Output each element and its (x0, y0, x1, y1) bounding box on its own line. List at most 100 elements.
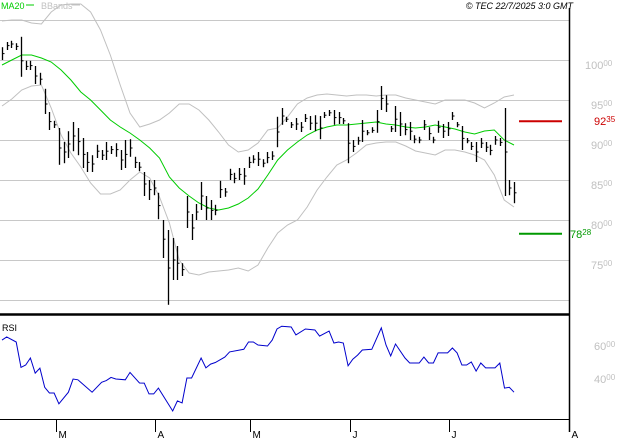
price-bar (428, 127, 432, 140)
price-bar (181, 263, 185, 276)
price-bar (418, 136, 422, 144)
price-bar (129, 139, 133, 157)
price-bar (6, 42, 10, 50)
price-bar (91, 155, 95, 172)
price-tick-label: 7500 (591, 259, 613, 272)
price-bar (191, 214, 195, 240)
price-bar (342, 118, 346, 124)
rsi-tick-label: 4000 (594, 373, 616, 386)
price-bar (451, 112, 455, 120)
price-bar (200, 182, 204, 210)
ma20-line (1, 54, 515, 211)
price-bar (357, 136, 361, 145)
price-bar (385, 95, 389, 112)
level-label: 7828 (570, 228, 592, 241)
price-bar (442, 124, 446, 138)
price-bar (266, 152, 270, 164)
price-bar (72, 122, 76, 152)
price-bar (271, 151, 275, 160)
price-bar (162, 220, 166, 258)
price-tick-label: 9500 (591, 99, 613, 112)
price-bar (195, 204, 199, 220)
price-bar (48, 112, 52, 130)
price-bar (371, 127, 375, 133)
price-bar (347, 123, 351, 164)
price-bar (413, 135, 417, 144)
bollinger-bands (1, 3, 515, 276)
price-bar (323, 112, 327, 118)
price-bar (186, 196, 190, 228)
rsi-panel: 6000 4000 (1, 325, 616, 413)
price-bar (58, 128, 62, 165)
price-bar (224, 188, 228, 197)
price-bar (229, 168, 233, 180)
price-bar (120, 150, 124, 170)
rsi-tick-label: 6000 (594, 340, 616, 353)
price-bar (361, 120, 365, 142)
price-axis-labels: 10000 9500 9000 8500 8000 7500 (585, 59, 613, 272)
price-bar (44, 88, 48, 114)
price-bar (39, 72, 43, 85)
price-gridlines (0, 20, 569, 301)
price-bars (1, 36, 517, 305)
price-bar (447, 122, 451, 136)
price-bar (105, 142, 109, 160)
price-bar (138, 162, 142, 172)
price-bar (376, 110, 380, 133)
price-bar (295, 118, 299, 130)
legend-ma20: MA20 (1, 1, 25, 11)
price-bar (499, 138, 503, 146)
price-bar (110, 146, 114, 154)
price-bar (352, 140, 356, 152)
price-bar (101, 150, 105, 160)
price-bar (205, 196, 209, 220)
price-bar (153, 180, 157, 196)
price-tick-label: 8000 (591, 219, 613, 232)
price-bar (214, 204, 218, 216)
price-bar (423, 120, 427, 130)
price-bar (513, 182, 517, 204)
month-label: J (452, 430, 457, 440)
price-bar (409, 122, 413, 140)
price-bar (25, 60, 29, 70)
price-bar (489, 144, 493, 156)
month-label: A (158, 430, 165, 440)
price-bar (210, 200, 214, 220)
price-bar (257, 152, 261, 166)
price-bar (143, 172, 147, 196)
price-bar (404, 123, 408, 136)
price-bar (15, 43, 19, 50)
price-bar (309, 116, 313, 130)
price-bar (53, 120, 57, 128)
price-bar (399, 112, 403, 136)
price-bar (466, 138, 470, 144)
price-bar (314, 115, 318, 132)
price-levels: 9235 7828 (519, 115, 616, 241)
price-bar (390, 126, 394, 132)
price-bar (134, 156, 138, 168)
price-tick-label: 8500 (591, 179, 613, 192)
price-bar (281, 108, 285, 125)
price-bar (290, 122, 294, 128)
price-bar (480, 138, 484, 148)
price-bar (508, 180, 512, 196)
price-bar (172, 238, 176, 280)
price-bar (252, 155, 256, 164)
price-tick-label: 9000 (591, 139, 613, 152)
price-bar (96, 144, 100, 158)
legend-bbands: BBands (41, 1, 73, 11)
price-bar (470, 142, 474, 150)
price-bar (10, 40, 14, 48)
price-bar (304, 114, 308, 122)
price-bar (494, 136, 498, 145)
price-bar (176, 246, 180, 280)
price-bar (29, 60, 33, 70)
price-bar (338, 112, 342, 124)
rsi-title: RSI (2, 323, 17, 333)
price-bar (248, 156, 252, 168)
price-bar (504, 108, 508, 196)
price-bar (82, 138, 86, 168)
price-bar (243, 168, 247, 185)
price-bar (285, 116, 289, 122)
